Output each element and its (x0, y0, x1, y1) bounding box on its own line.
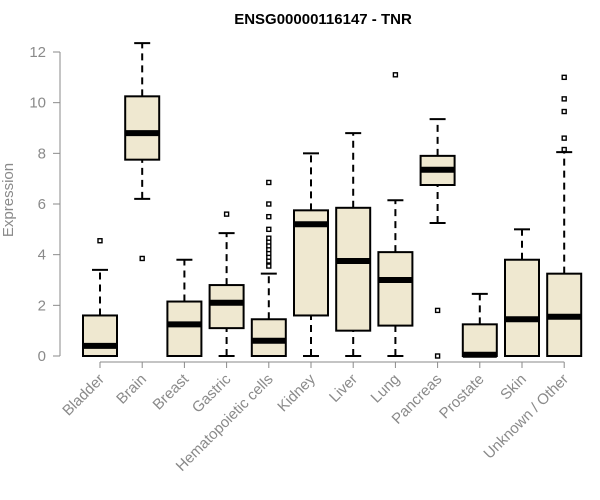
outlier-point (392, 72, 399, 78)
boxes-group (82, 42, 583, 359)
y-tick-label: 2 (38, 297, 46, 314)
box-iqr (504, 258, 540, 358)
box-gastric (208, 211, 245, 357)
category-label: Lung (368, 371, 404, 407)
outlier-point (434, 353, 441, 359)
box-iqr (335, 206, 372, 332)
outlier-point (561, 108, 567, 115)
y-tick-label: 8 (38, 145, 46, 162)
category-label: Bladder (59, 371, 108, 420)
box-pancreas (419, 118, 456, 359)
outlier-point (561, 74, 567, 81)
outlier-point (434, 307, 441, 314)
outlier-point (223, 211, 230, 217)
y-axis: 0 2 4 6 8 10 12 (29, 44, 61, 365)
chart-title: ENSG00000116147 - TNR (234, 11, 412, 28)
outlier-point (266, 201, 272, 207)
box-iqr (82, 314, 118, 358)
box-iqr (166, 300, 203, 357)
box-iqr (250, 318, 287, 357)
box-brain (124, 42, 161, 262)
box-iqr (377, 251, 414, 327)
y-tick-label: 4 (38, 247, 46, 264)
box-lung (377, 72, 414, 357)
box-iqr (461, 323, 498, 358)
y-tick-label: 0 (38, 348, 46, 365)
box-iqr (293, 209, 329, 317)
category-label: Kidney (274, 370, 319, 415)
category-label: Liver (326, 371, 361, 406)
outlier-point (561, 96, 567, 102)
category-label: Skin (497, 371, 530, 404)
y-tick-label: 10 (29, 95, 46, 112)
box-iqr (208, 284, 245, 330)
outlier-point (266, 226, 272, 233)
box-unknown-other (546, 74, 583, 357)
outlier-point (266, 263, 272, 269)
outlier-point (266, 179, 272, 186)
category-label: Prostate (436, 371, 488, 423)
box-skin (504, 228, 540, 358)
box-breast (166, 258, 203, 357)
y-tick-label: 6 (38, 196, 46, 213)
outlier-point (266, 213, 272, 220)
y-tick-label: 12 (29, 44, 46, 61)
box-liver (335, 132, 372, 357)
outlier-point (266, 235, 272, 241)
box-kidney (293, 152, 329, 357)
category-label: Breast (150, 370, 193, 413)
y-axis-label: Expression (0, 163, 17, 237)
outlier-point (561, 135, 567, 141)
outlier-point (561, 146, 567, 153)
category-label: Brain (113, 371, 150, 408)
box-prostate (461, 292, 498, 358)
box-bladder (82, 238, 118, 358)
outlier-point (97, 238, 103, 244)
box-iqr (124, 95, 161, 161)
box-hematopoietic-cells (250, 179, 287, 357)
outlier-point (139, 255, 145, 262)
